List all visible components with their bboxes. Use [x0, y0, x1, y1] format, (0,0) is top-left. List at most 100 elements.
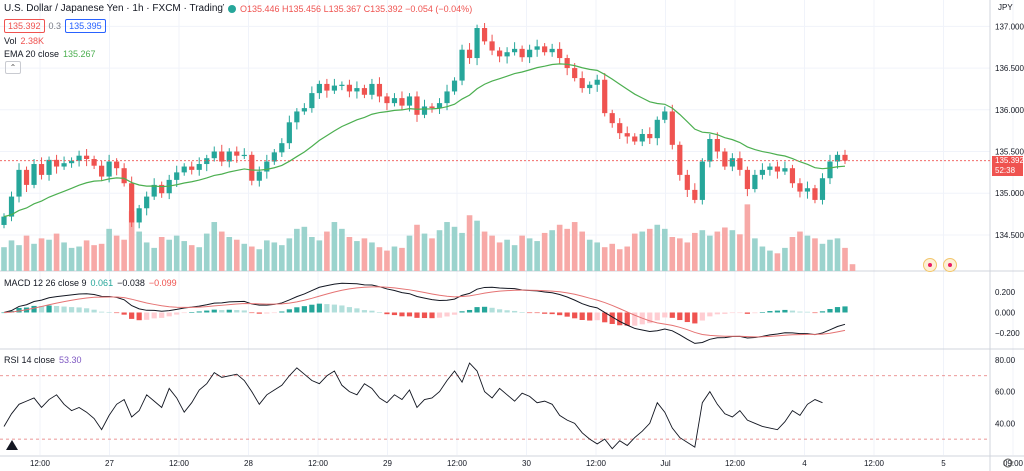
macd-histogram-bar	[226, 309, 232, 313]
volume-bar	[361, 238, 368, 271]
macd-histogram-bar	[324, 304, 330, 313]
market-status-icon	[228, 4, 236, 13]
candle-body	[354, 88, 360, 92]
macd-histogram-bar	[264, 312, 270, 314]
macd-histogram-bar	[496, 309, 503, 313]
macd-histogram-bar	[714, 312, 720, 315]
macd-histogram-bar	[669, 312, 675, 318]
macd-histogram-bar	[286, 309, 292, 313]
macd-histogram-bar	[549, 312, 555, 315]
macd-histogram-bar	[632, 312, 638, 326]
volume-bar	[384, 250, 390, 271]
candle-body	[594, 79, 600, 85]
macd-histogram-bar	[204, 310, 210, 313]
candle-body	[181, 166, 187, 173]
candle-body	[707, 139, 713, 162]
macd-histogram-bar	[421, 312, 428, 319]
sell-price-button[interactable]: 135.392	[4, 19, 45, 33]
volume-bar	[294, 228, 300, 271]
time-axis-label: 12:00	[725, 459, 746, 468]
volume-bar	[233, 239, 240, 271]
volume-bar	[16, 245, 22, 271]
macd-histogram-bar	[767, 311, 773, 313]
volume-bar	[797, 231, 803, 271]
volume-bar	[113, 235, 120, 271]
candle-body	[76, 155, 82, 161]
macd-histogram-bar	[68, 307, 75, 313]
candle-body	[391, 98, 398, 104]
candle-body	[151, 184, 157, 197]
macd-histogram-bar	[429, 312, 435, 319]
macd-histogram-bar	[684, 312, 690, 323]
macd-histogram-bar	[797, 311, 803, 313]
candle-body	[564, 58, 570, 69]
candle-body	[557, 48, 563, 59]
candle-body	[789, 168, 796, 184]
volume-bar	[61, 242, 67, 271]
candle-body	[144, 196, 150, 209]
candle-body	[159, 184, 165, 194]
candle-body	[129, 183, 135, 223]
macd-histogram-bar	[31, 305, 37, 313]
volume-bar	[661, 228, 668, 271]
volume-bar	[534, 241, 540, 271]
candle-body	[617, 123, 623, 134]
candle-body	[324, 83, 330, 91]
volume-bar	[31, 243, 37, 271]
volume-bar	[639, 231, 646, 271]
collapse-legend-button[interactable]: ⌃	[5, 61, 21, 74]
macd-histogram-bar	[737, 312, 743, 314]
macd-histogram-bar	[827, 309, 833, 313]
macd-histogram-bar	[744, 312, 750, 314]
macd-histogram-bar	[219, 310, 225, 313]
volume-bar	[819, 243, 826, 271]
candle-body	[632, 136, 638, 142]
time-axis-label: 4	[802, 459, 807, 468]
time-axis-label: 12:00	[864, 459, 885, 468]
candle-body	[677, 144, 683, 175]
volume-bar	[331, 222, 338, 271]
buy-price-button[interactable]: 135.395	[65, 19, 106, 33]
macd-histogram-bar	[121, 312, 127, 315]
volume-bar	[692, 232, 698, 271]
volume-bar	[98, 243, 105, 271]
volume-bar	[226, 237, 233, 271]
volume-bar	[812, 238, 818, 271]
event-marker-icon[interactable]	[923, 258, 937, 272]
macd-histogram-bar	[557, 312, 563, 316]
macd-histogram-bar	[249, 312, 255, 314]
macd-histogram-bar	[451, 312, 458, 315]
volume-bar	[354, 241, 360, 271]
volume-bar	[767, 250, 773, 271]
candle-body	[519, 48, 525, 58]
volume-bar	[752, 238, 758, 271]
volume-bar	[279, 245, 285, 271]
volume-bar	[586, 239, 593, 271]
volume-bar	[399, 247, 405, 271]
macd-histogram-bar	[542, 312, 548, 314]
volume-bar	[511, 245, 518, 271]
volume-bar	[271, 242, 278, 271]
macd-histogram-bar	[489, 307, 495, 313]
bid-ask-row: 135.392 0.3 135.395	[4, 19, 106, 33]
ohlc-readout: O135.446 H135.456 L135.367 C135.392 −0.0…	[240, 3, 473, 14]
price-axis-label: 135.000	[995, 189, 1024, 198]
symbol-title[interactable]: U.S. Dollar / Japanese Yen · 1h · FXCM ·…	[4, 3, 224, 14]
volume-bar	[181, 241, 188, 271]
macd-histogram-bar	[196, 311, 202, 313]
volume-bar	[196, 247, 203, 271]
macd-histogram-bar	[527, 312, 533, 314]
candle-body	[226, 151, 232, 162]
time-axis-label: 12:00	[30, 459, 51, 468]
macd-histogram-bar	[234, 310, 240, 313]
macd-histogram-bar	[459, 311, 465, 313]
macd-histogram-bar	[804, 311, 811, 313]
candle-body	[767, 166, 773, 170]
macd-value-2: −0.038	[117, 278, 145, 288]
candle-body	[699, 161, 705, 200]
volume-bar	[466, 215, 473, 271]
volume-bar	[804, 235, 811, 271]
volume-bar	[248, 246, 255, 271]
event-marker-icon[interactable]	[943, 258, 957, 272]
